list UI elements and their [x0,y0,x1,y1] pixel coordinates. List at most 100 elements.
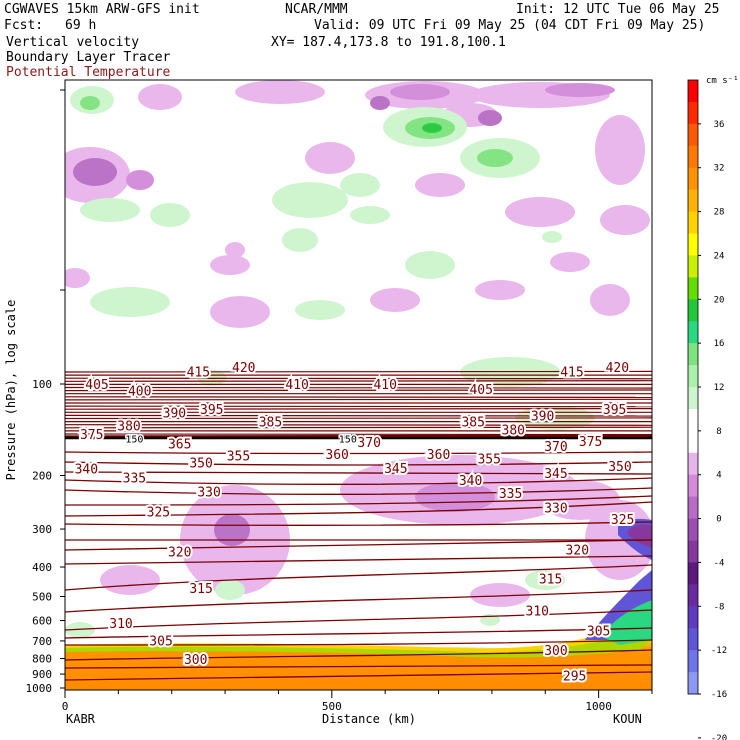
colorbar-swatch [688,650,698,673]
theta-contour [65,501,652,517]
theta-contour [65,420,652,423]
theta-contours [65,370,652,681]
theta-contour [65,424,652,426]
theta-label: 315 [189,582,212,597]
theta-label: 310 [109,617,132,632]
theta-label: 415 [187,366,210,381]
tropopause-label: 150 [339,434,357,445]
colorbar-swatch [688,430,698,454]
theta-label: 345 [384,462,407,477]
colorbar-swatch [688,365,698,388]
theta-contour [65,389,652,392]
x-tick-label: 0 [62,700,69,713]
theta-label: 410 [373,378,396,393]
theta-contour [65,555,652,565]
theta-label: 360 [325,448,348,463]
theta-label: 300 [544,644,567,659]
theta-label: 360 [427,448,450,463]
theta-contour [65,639,652,646]
theta-label: 420 [232,361,255,376]
theta-contour [65,461,652,466]
theta-label: 370 [544,440,567,455]
y-tick-label: 400 [32,561,52,574]
theta-label: 320 [168,545,191,560]
colorbar-swatch [688,628,698,651]
theta-labels: 420 420 415 415 405 405 410 410 400 395 395 390 390 3… [73,359,637,686]
theta-label: 385 [461,416,484,431]
cross-section-endpoints: XY= 187.4,173.8 to 191.8,100.1 [271,35,506,50]
colorbar-swatch [688,452,698,476]
theta-label: 415 [560,366,583,381]
colorbar-swatch [688,672,698,695]
colorbar-swatch [688,167,698,191]
y-tick-label: 1000 [26,682,53,695]
colorbar: 36 32 28 24 20 16 12 8 4 0 -4 -8 -12 -16 -20 [687,79,727,740]
theta-label: 315 [539,573,562,588]
colorbar-label: 24 [714,251,725,261]
theta-contour [65,609,652,631]
theta-contour [65,433,652,436]
colorbar-swatch [688,387,698,410]
colorbar-label: 12 [714,383,725,393]
theta-label: 375 [579,435,602,450]
colorbar-label: 28 [714,208,725,218]
theta-contour [65,405,652,408]
theta-label: 395 [603,403,626,418]
colorbar-label: -16 [711,690,727,700]
colorbar-swatch [688,211,698,234]
theta-contour [65,649,652,661]
colorbar-swatch [688,540,698,563]
colorbar-label: -8 [714,602,725,612]
theta-label: 390 [531,410,554,425]
theta-label: 310 [526,604,549,619]
theta-label: 340 [459,474,482,489]
colorbar-swatch [688,562,698,585]
colorbar-swatch [688,496,698,520]
x-axis: 0 500 1000 [62,690,653,713]
theta-label: 380 [502,423,525,438]
theta-label: 375 [80,428,103,443]
theta-label: 300 [184,653,207,668]
colorbar-swatch [688,123,698,147]
theta-label: 340 [75,463,98,478]
colorbar-swatch [688,277,698,300]
y-tick-label: 700 [32,635,52,648]
colorbar-unit: cm s⁻¹ [706,76,739,86]
y-tick-label: 800 [32,653,52,666]
theta-label: 320 [566,543,589,558]
theta-contour [65,417,652,420]
theta-contour [65,396,652,398]
colorbar-swatch [688,606,698,629]
colorbar-swatch [688,255,698,278]
colorbar-label: 8 [716,427,721,437]
theta-contour [65,426,652,429]
x-start-station: KABR [66,712,95,726]
theta-contour [65,671,652,681]
theta-contour [65,377,652,380]
theta-label: 330 [197,486,220,501]
y-tick-label: 500 [32,590,52,603]
theta-contour [65,429,652,432]
forecast-hours: 69 h [65,18,97,33]
theta-contour [65,477,652,485]
init-time: Init: 12 UTC Tue 06 May 25 [516,2,720,17]
x-tick-label: 1000 [585,700,612,713]
x-end-station: KOUN [613,712,642,726]
colorbar-label: 16 [714,339,725,349]
theta-label: 405 [85,378,108,393]
theta-contour [65,589,652,613]
y-axis-title: Pressure (hPa), log scale [4,299,18,481]
theta-contour [65,392,652,395]
colorbar-swatch [688,408,698,432]
theta-contour [65,521,652,526]
theta-label: 395 [200,403,223,418]
colorbar-swatch [688,233,698,256]
theta-label: 335 [499,487,522,502]
colorbar-swatch [688,474,698,498]
theta-label: 305 [149,635,172,650]
theta-contour [65,664,652,669]
theta-contour [65,383,652,386]
theta-contour [65,407,652,411]
